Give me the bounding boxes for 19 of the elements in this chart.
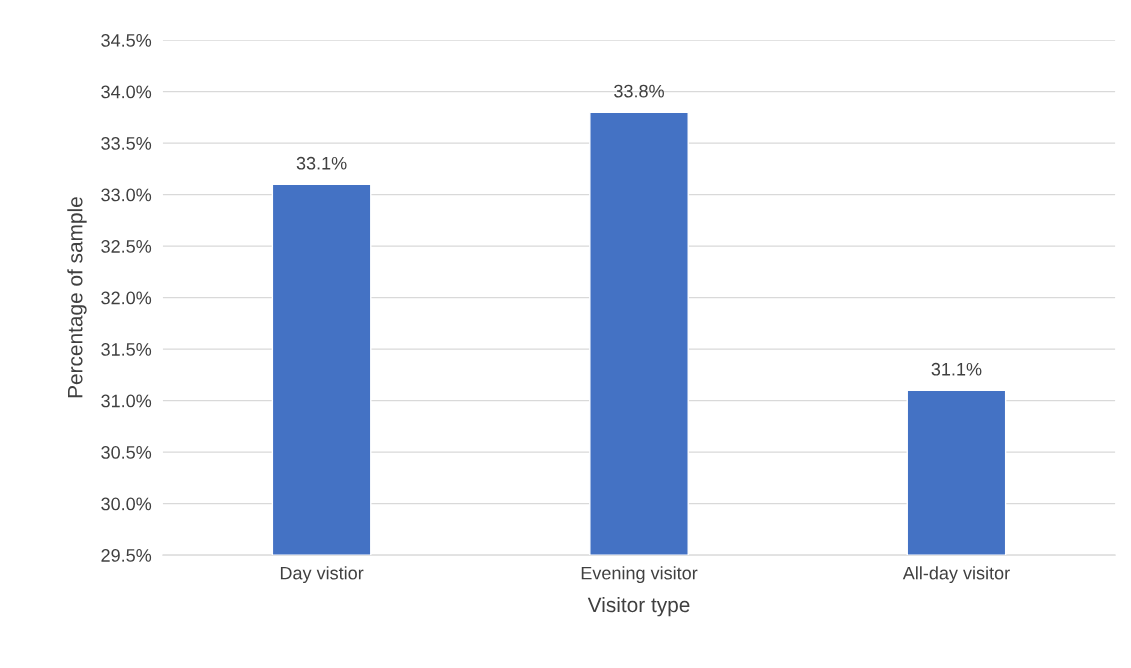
x-tick-label: Evening visitor [581,566,698,584]
x-axis-title: Visitor type [587,596,690,617]
x-tick-label: Day vistior [280,566,364,584]
data-label: 33.8% [614,84,664,98]
y-tick-label: 33.0% [101,188,152,202]
data-label: 31.1% [931,362,982,376]
y-tick-label: 31.5% [101,343,152,356]
y-tick-label: 30.5% [101,446,152,459]
x-tick-label: All-day visitor [902,566,1010,584]
y-tick-label: 30.0% [101,497,152,511]
y-tick-label: 34.5% [101,34,152,47]
y-axis-title: Percentage of sample [67,197,87,398]
data-label: 33.1% [296,156,347,170]
y-tick-label: 32.0% [101,291,152,305]
y-tick-label: 34.0% [101,85,152,99]
y-tick-label: 32.5% [101,240,152,253]
y-tick-label: 31.0% [101,394,152,408]
y-tick-label: 29.5% [101,549,152,562]
y-tick-label: 33.5% [101,137,152,150]
